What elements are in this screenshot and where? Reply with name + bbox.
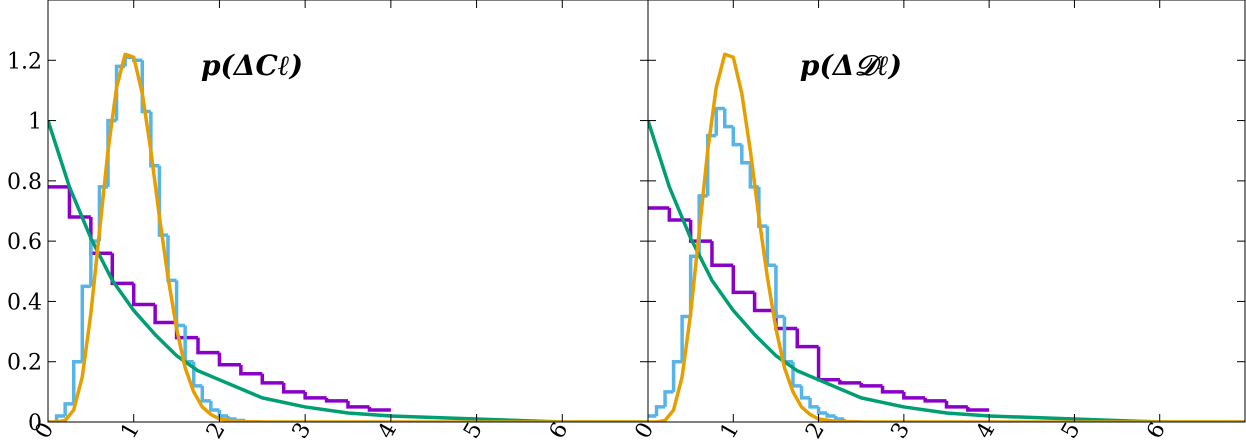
histogram-step xyxy=(731,126,742,147)
histogram-step xyxy=(799,385,811,400)
histogram-step xyxy=(183,325,194,364)
histogram-step xyxy=(740,144,751,165)
y-tick-label: 1 xyxy=(28,110,42,135)
histogram-step xyxy=(260,373,284,385)
histogram-step xyxy=(859,382,883,388)
histogram-step xyxy=(131,283,156,307)
histogram-step xyxy=(752,292,776,313)
histogram-step xyxy=(140,60,151,114)
histogram-step xyxy=(663,390,674,407)
histogram-step xyxy=(795,328,819,349)
histogram-step xyxy=(80,284,91,362)
y-tick-label: 0 xyxy=(28,411,42,436)
histogram-step xyxy=(239,364,263,376)
histogram-step xyxy=(816,346,840,382)
axes-frame xyxy=(647,0,1246,423)
histogram-step xyxy=(654,405,666,416)
curve xyxy=(648,120,1245,422)
histogram-step xyxy=(880,385,904,394)
y-tick-label: 0.4 xyxy=(7,290,42,315)
histogram-step xyxy=(731,265,755,295)
histogram-step xyxy=(966,406,990,412)
histogram-step xyxy=(902,391,926,400)
histogram-step xyxy=(346,400,370,409)
histogram-step xyxy=(217,352,241,367)
panel-title: p(Δ𝒟ℓ) xyxy=(800,49,902,82)
histogram-step xyxy=(166,235,177,283)
panel xyxy=(48,52,648,422)
histogram-step xyxy=(774,310,798,331)
histogram-step xyxy=(705,133,717,196)
curve xyxy=(48,120,648,422)
histogram-step xyxy=(723,108,734,129)
histogram-step xyxy=(303,391,327,400)
histogram-step xyxy=(209,400,220,412)
histogram-step xyxy=(710,241,734,268)
histogram-step xyxy=(680,314,691,362)
histogram-step xyxy=(281,382,306,394)
histogram-step xyxy=(367,406,391,412)
histogram-step xyxy=(816,406,828,415)
histogram-step xyxy=(217,409,228,418)
histogram-step xyxy=(110,253,134,286)
histogram-step xyxy=(324,397,348,403)
histogram-step xyxy=(923,397,947,403)
histogram-step xyxy=(200,385,211,403)
histogram-step xyxy=(774,265,785,319)
panel-title: p(ΔCℓ) xyxy=(201,49,303,82)
histogram-step xyxy=(196,337,220,355)
y-tick-label: 1.2 xyxy=(7,49,42,74)
histogram-step xyxy=(54,414,66,422)
histogram-step xyxy=(63,402,74,416)
histogram-step xyxy=(226,415,237,421)
histogram-step xyxy=(714,106,725,136)
histogram-step xyxy=(944,400,968,409)
histogram-step xyxy=(157,165,168,237)
histogram-step xyxy=(765,226,776,268)
curve xyxy=(48,52,648,422)
y-tick-label: 0.8 xyxy=(7,170,42,195)
y-tick-label: 0.6 xyxy=(7,230,42,255)
histogram-step xyxy=(71,359,83,404)
histogram-step xyxy=(153,304,177,325)
histogram-step xyxy=(782,316,793,364)
axes-frame xyxy=(47,0,649,423)
histogram-step xyxy=(174,280,186,328)
histogram-step xyxy=(825,412,836,418)
panel xyxy=(648,52,1245,422)
curve xyxy=(648,52,1245,422)
histogram-step xyxy=(838,379,862,385)
histogram-step xyxy=(808,397,819,409)
histogram-step xyxy=(833,415,845,421)
histogram-step xyxy=(149,111,160,168)
y-tick-label: 0.2 xyxy=(7,351,42,376)
histogram-step xyxy=(671,359,683,392)
